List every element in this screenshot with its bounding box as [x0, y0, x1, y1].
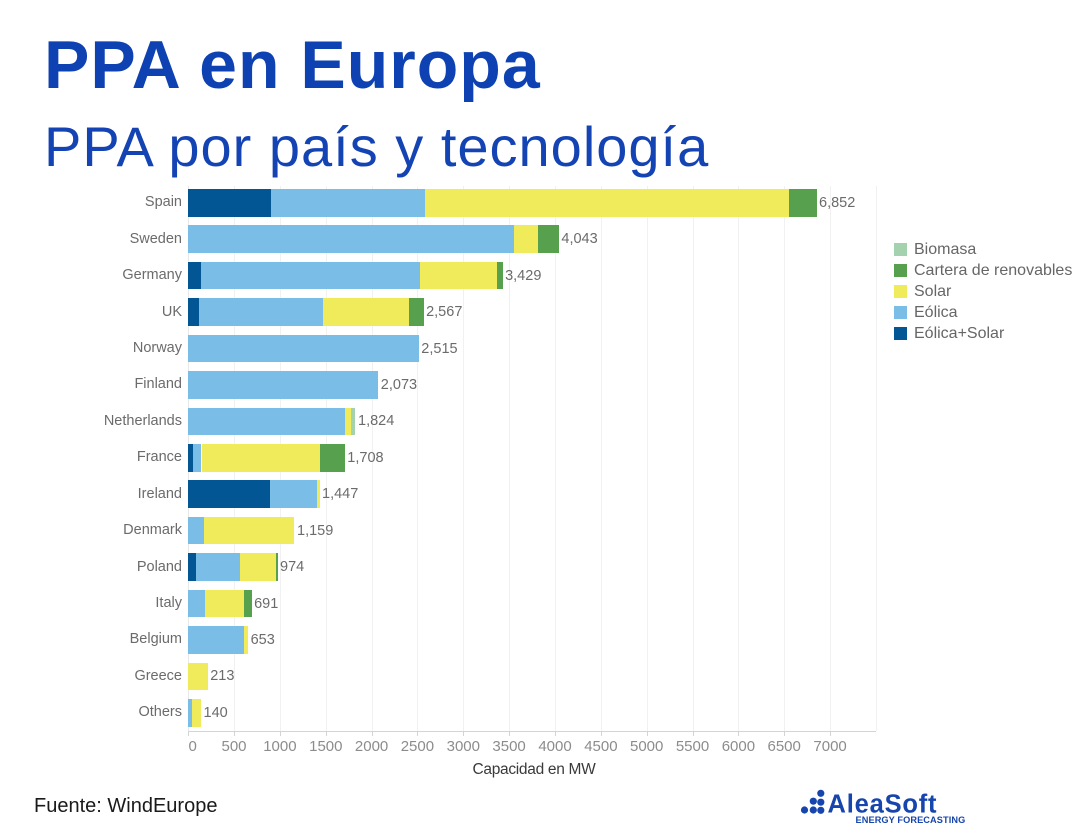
svg-text:ENERGY FORECASTING: ENERGY FORECASTING [856, 815, 966, 825]
svg-text:AleaSoft: AleaSoft [828, 791, 938, 819]
